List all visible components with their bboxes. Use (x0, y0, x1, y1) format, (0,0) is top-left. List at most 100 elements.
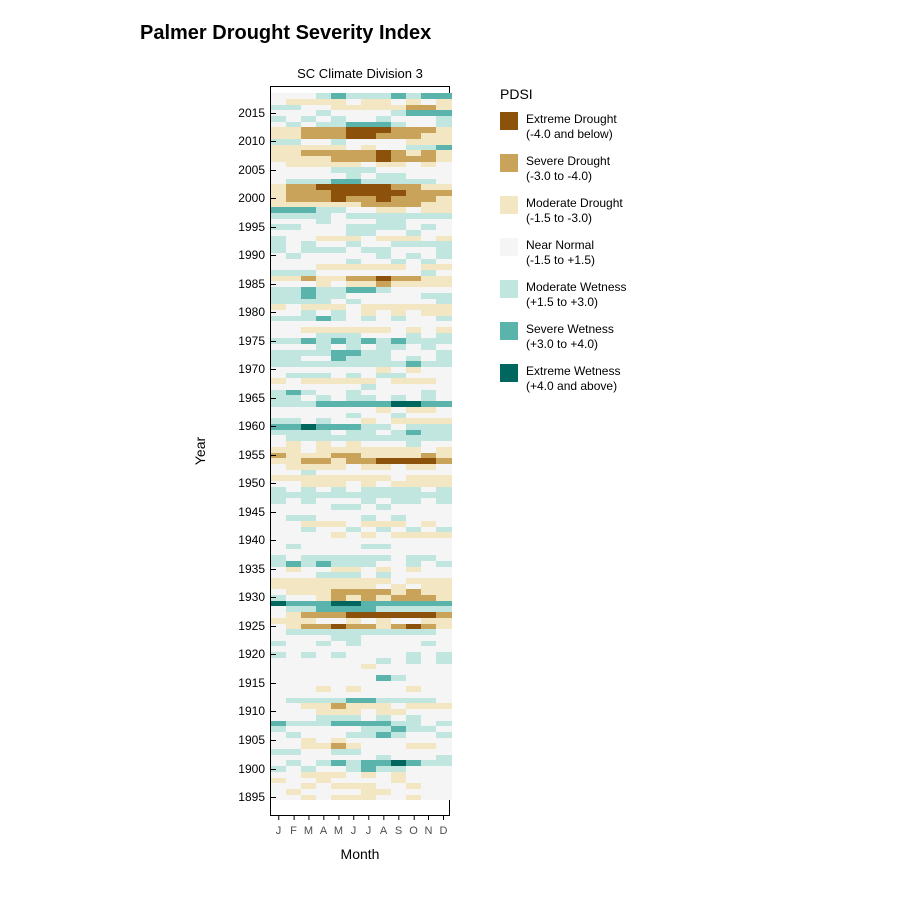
heatmap-cell (421, 481, 437, 487)
heatmap-cell (301, 281, 317, 287)
heatmap-cell (271, 161, 287, 167)
heatmap-cell (436, 406, 452, 412)
heatmap-cell (361, 287, 377, 293)
heatmap-cell (376, 771, 392, 777)
heatmap-cell (271, 515, 287, 521)
heatmap-cell (316, 481, 332, 487)
heatmap-cell (436, 401, 452, 407)
heatmap-cell (376, 315, 392, 321)
heatmap-cell (361, 315, 377, 321)
heatmap-cell (346, 635, 362, 641)
heatmap-cell (421, 110, 437, 116)
heatmap-cell (286, 720, 302, 726)
heatmap-cell (346, 737, 362, 743)
heatmap-cell (346, 572, 362, 578)
heatmap-cell (406, 538, 422, 544)
heatmap-cell (271, 635, 287, 641)
heatmap-cell (346, 697, 362, 703)
heatmap-cell (391, 577, 407, 583)
heatmap-cell (316, 731, 332, 737)
heatmap-cell (331, 321, 347, 327)
heatmap-cell (361, 173, 377, 179)
heatmap-cell (421, 629, 437, 635)
heatmap-cell (436, 264, 452, 270)
heatmap-cell (286, 526, 302, 532)
heatmap-cell (331, 777, 347, 783)
heatmap-cell (301, 572, 317, 578)
heatmap-cell (361, 754, 377, 760)
heatmap-cell (271, 173, 287, 179)
heatmap-cell (286, 663, 302, 669)
heatmap-cell (271, 640, 287, 646)
heatmap-cell (391, 429, 407, 435)
heatmap-cell (406, 167, 422, 173)
heatmap-cell (271, 743, 287, 749)
heatmap-cell (391, 389, 407, 395)
heatmap-cell (271, 121, 287, 127)
heatmap-cell (286, 640, 302, 646)
heatmap-cell (361, 520, 377, 526)
heatmap-cell (406, 355, 422, 361)
heatmap-cell (421, 161, 437, 167)
heatmap-cell (346, 640, 362, 646)
heatmap-cell (271, 503, 287, 509)
heatmap-cell (376, 355, 392, 361)
heatmap-cell (316, 327, 332, 333)
heatmap-cell (361, 794, 377, 800)
heatmap-cell (391, 583, 407, 589)
heatmap-cell (301, 731, 317, 737)
heatmap-cell (316, 623, 332, 629)
heatmap-cell (301, 760, 317, 766)
heatmap-cell (346, 475, 362, 481)
heatmap-cell (346, 150, 362, 156)
heatmap-cell (391, 503, 407, 509)
heatmap-cell (316, 338, 332, 344)
heatmap-cell (346, 190, 362, 196)
heatmap-cell (316, 116, 332, 122)
heatmap-cell (286, 292, 302, 298)
heatmap-cell (331, 150, 347, 156)
heatmap-cell (331, 270, 347, 276)
heatmap-cell (346, 241, 362, 247)
heatmap-cell (376, 127, 392, 133)
heatmap-cell (271, 190, 287, 196)
heatmap-cell (421, 680, 437, 686)
heatmap-cell (391, 212, 407, 218)
heatmap-cell (316, 378, 332, 384)
heatmap-cell (271, 230, 287, 236)
x-tick: N (425, 815, 433, 837)
heatmap-cell (406, 595, 422, 601)
heatmap-cell (286, 98, 302, 104)
heatmap-cell (406, 498, 422, 504)
heatmap-cell (436, 635, 452, 641)
heatmap-cell (301, 155, 317, 161)
heatmap-cell (286, 635, 302, 641)
heatmap-cell (301, 452, 317, 458)
heatmap-cell (361, 595, 377, 601)
heatmap-cell (391, 423, 407, 429)
heatmap-cell (361, 298, 377, 304)
heatmap-cell (271, 287, 287, 293)
heatmap-cell (271, 577, 287, 583)
heatmap-cell (316, 446, 332, 452)
heatmap-cell (271, 458, 287, 464)
heatmap-cell (301, 783, 317, 789)
heatmap-cell (286, 133, 302, 139)
heatmap-cell (436, 184, 452, 190)
heatmap-cell (376, 737, 392, 743)
heatmap-cell (331, 486, 347, 492)
heatmap-cell (391, 355, 407, 361)
heatmap-cell (376, 184, 392, 190)
heatmap-cell (316, 617, 332, 623)
heatmap-cell (436, 195, 452, 201)
heatmap-cell (361, 583, 377, 589)
heatmap-cell (286, 714, 302, 720)
heatmap-cell (286, 372, 302, 378)
y-tick: 1905 (238, 733, 271, 747)
heatmap-cell (301, 190, 317, 196)
heatmap-cell (421, 463, 437, 469)
heatmap-cell (391, 332, 407, 338)
heatmap-cell (316, 258, 332, 264)
heatmap-cell (361, 577, 377, 583)
heatmap-cell (376, 515, 392, 521)
